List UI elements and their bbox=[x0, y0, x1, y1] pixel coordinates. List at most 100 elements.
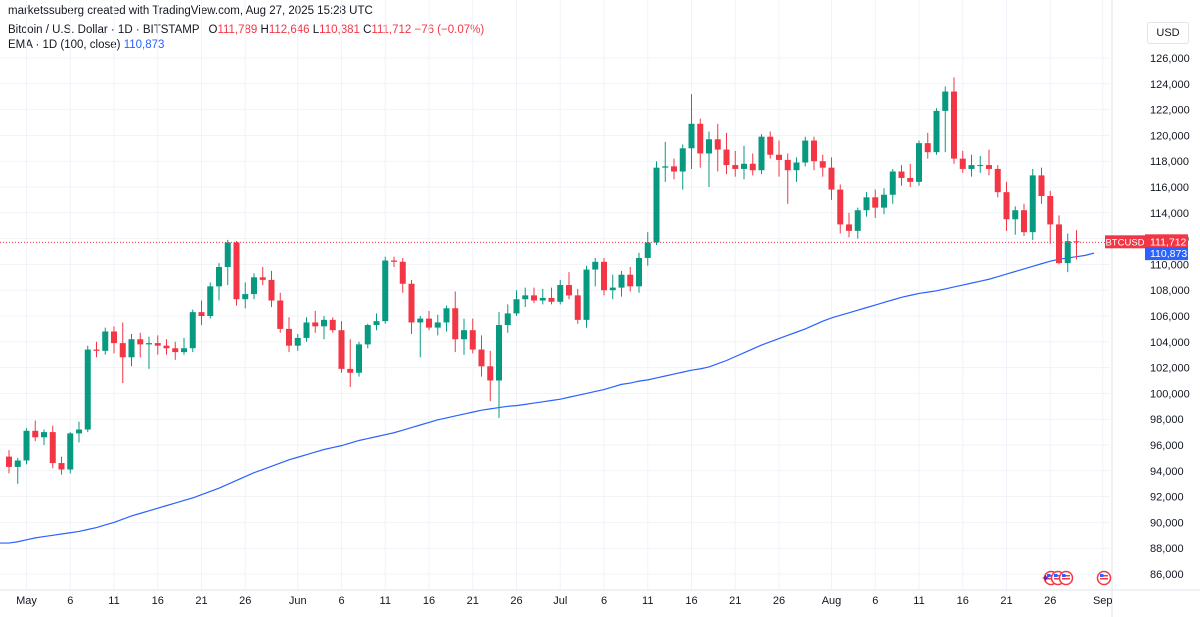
candle-body bbox=[749, 163, 756, 171]
candle bbox=[137, 332, 144, 358]
candle bbox=[32, 420, 39, 442]
candle bbox=[697, 118, 704, 168]
candle bbox=[452, 291, 459, 353]
sparkle-icon[interactable]: ✦ bbox=[1041, 572, 1050, 585]
candle bbox=[303, 317, 310, 342]
candle bbox=[609, 274, 616, 300]
candle-body bbox=[67, 433, 74, 470]
candle-body bbox=[522, 295, 529, 300]
candle-body bbox=[898, 171, 905, 178]
candle-body bbox=[119, 343, 126, 358]
candle-body bbox=[1073, 241, 1080, 243]
candle bbox=[286, 317, 292, 353]
candle bbox=[198, 300, 205, 326]
candle-body bbox=[968, 165, 975, 169]
x-tick-label: Sep bbox=[1093, 595, 1113, 607]
candle bbox=[574, 288, 581, 324]
candle bbox=[889, 168, 896, 204]
candle-body bbox=[986, 165, 992, 169]
x-tick-label: 26 bbox=[773, 595, 785, 607]
candle-body bbox=[1012, 210, 1019, 220]
candle-body bbox=[1021, 210, 1027, 233]
candle bbox=[671, 158, 677, 180]
ema-legend[interactable]: EMA · 1D (100, close) 110,873 bbox=[8, 39, 164, 51]
x-tick-label: 21 bbox=[1000, 595, 1012, 607]
candle bbox=[496, 312, 502, 418]
candle-body bbox=[1029, 175, 1036, 233]
ohlc-change: −76 (−0.07%) bbox=[414, 24, 485, 36]
candle bbox=[758, 134, 765, 175]
candle bbox=[513, 290, 520, 316]
candle bbox=[347, 339, 354, 387]
candle bbox=[189, 309, 196, 353]
candle bbox=[924, 132, 931, 159]
candle-body bbox=[329, 319, 336, 331]
candle-body bbox=[426, 318, 432, 328]
candle-body bbox=[216, 266, 222, 287]
ema-price-tag-bg bbox=[1145, 247, 1188, 261]
candle bbox=[548, 287, 555, 305]
us-flag-event-icon[interactable] bbox=[1058, 570, 1074, 586]
x-tick-label: 16 bbox=[685, 595, 697, 607]
candle-body bbox=[758, 136, 765, 171]
candle bbox=[321, 316, 327, 340]
candle-body bbox=[224, 242, 231, 267]
candle-body bbox=[837, 189, 844, 225]
candle-body bbox=[916, 143, 922, 182]
candle bbox=[119, 322, 126, 384]
x-tick-label: May bbox=[16, 595, 37, 607]
x-tick-label: 26 bbox=[1044, 595, 1056, 607]
ohlc-low-label: L bbox=[312, 24, 320, 36]
y-tick-label: 100,000 bbox=[1150, 388, 1190, 400]
candle bbox=[959, 150, 966, 173]
candle-body bbox=[618, 274, 625, 288]
candle-body bbox=[49, 432, 56, 464]
candle-body bbox=[924, 143, 931, 153]
candle-body bbox=[644, 242, 651, 258]
candle-body bbox=[609, 287, 616, 291]
candle-body bbox=[583, 269, 590, 320]
candle bbox=[41, 429, 47, 445]
x-tick-label: Jun bbox=[289, 595, 307, 607]
candle bbox=[373, 313, 380, 331]
candle-body bbox=[347, 368, 354, 373]
candle-body bbox=[793, 162, 800, 171]
candle-body bbox=[93, 349, 100, 351]
candle bbox=[67, 432, 74, 474]
candle-body bbox=[189, 312, 196, 349]
candle bbox=[636, 252, 642, 293]
candle bbox=[356, 341, 362, 377]
y-tick-label: 120,000 bbox=[1150, 130, 1190, 142]
ohlc-open-label: O bbox=[208, 24, 218, 36]
candle bbox=[723, 132, 730, 175]
candle bbox=[627, 266, 634, 292]
symbol-legend: Bitcoin / U.S. Dollar · 1D · BITSTAMP O1… bbox=[8, 24, 484, 36]
candle bbox=[434, 314, 441, 336]
candle bbox=[146, 336, 152, 369]
candle-body bbox=[487, 366, 494, 381]
us-flag-event-icon[interactable] bbox=[1096, 570, 1112, 586]
candle bbox=[233, 241, 240, 306]
candle-body bbox=[907, 177, 914, 182]
candle bbox=[504, 304, 511, 333]
candle bbox=[207, 282, 214, 319]
candle-body bbox=[697, 123, 704, 154]
candle bbox=[714, 123, 721, 172]
candle-body bbox=[942, 91, 949, 111]
y-tick-label: 126,000 bbox=[1150, 53, 1190, 65]
candle-body bbox=[574, 295, 581, 320]
candle bbox=[399, 257, 406, 293]
currency-button[interactable]: USD bbox=[1147, 22, 1189, 44]
candle-body bbox=[662, 166, 669, 168]
ohlc-low-value: 110,381 bbox=[319, 24, 360, 36]
candle-body bbox=[41, 432, 47, 438]
candle-body bbox=[286, 328, 292, 346]
y-tick-label: 86,000 bbox=[1150, 569, 1184, 581]
candle bbox=[793, 157, 800, 182]
candle bbox=[644, 232, 651, 266]
candle bbox=[128, 334, 135, 367]
candle-body bbox=[767, 136, 774, 155]
candle bbox=[994, 165, 1001, 198]
candle-body bbox=[723, 149, 730, 166]
